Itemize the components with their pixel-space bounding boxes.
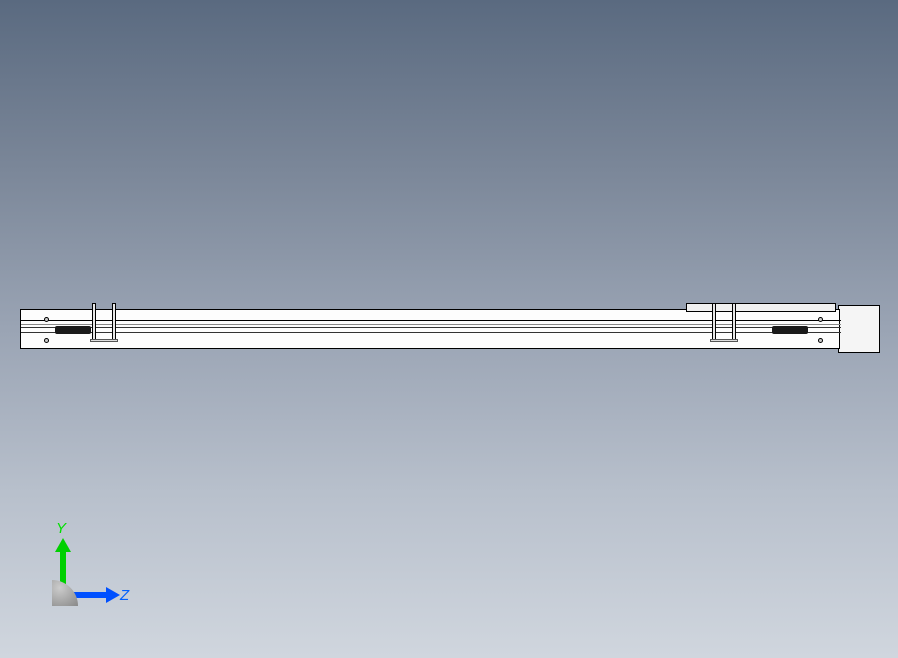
mounting-bracket	[112, 303, 116, 341]
orientation-triad[interactable]: Y Z	[52, 526, 132, 606]
bracket-base-plate	[710, 339, 738, 342]
bracket-base-plate	[90, 339, 118, 342]
axis-z-label: Z	[120, 587, 129, 604]
rail-groove-line	[21, 324, 841, 325]
end-plate-screw	[44, 317, 49, 322]
cad-viewport[interactable]: Y Z	[0, 0, 898, 658]
model-assembly[interactable]	[20, 303, 880, 353]
axis-y-label: Y	[56, 520, 66, 537]
main-rail-body	[20, 309, 840, 349]
rail-slot-edge	[21, 332, 841, 333]
t-slot-nut	[55, 326, 91, 334]
t-slot-nut	[772, 326, 808, 334]
mounting-bracket	[732, 303, 736, 341]
rail-groove-line	[21, 320, 841, 321]
triad-origin-sphere	[52, 580, 78, 606]
end-cap-right	[838, 305, 880, 353]
motor-mount-block	[686, 303, 836, 312]
mounting-bracket	[712, 303, 716, 341]
end-plate-screw	[818, 338, 823, 343]
end-plate-screw	[44, 338, 49, 343]
end-plate-screw	[818, 317, 823, 322]
mounting-bracket	[92, 303, 96, 341]
rail-slot-edge	[21, 327, 841, 328]
